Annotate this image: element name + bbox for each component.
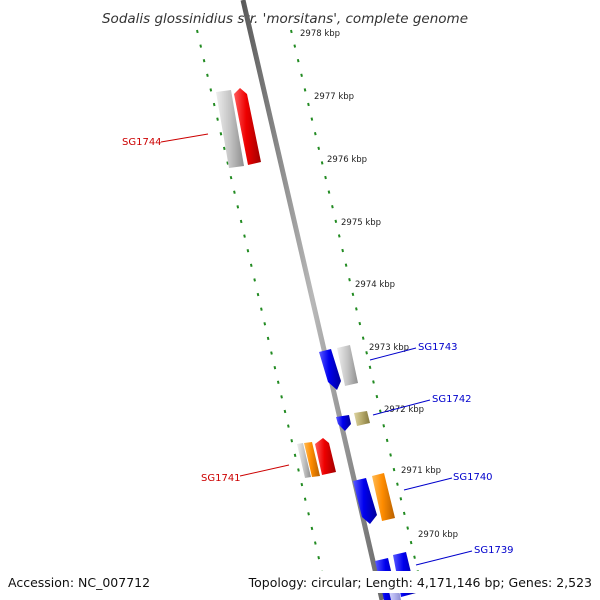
gene-block-sg1744	[216, 88, 261, 168]
gene-block-sg1743	[319, 345, 358, 390]
kbp-label: 2972 kbp	[384, 405, 424, 415]
gene-arrow	[315, 438, 336, 475]
gene-label-sg1740: SG1740	[453, 472, 493, 483]
gene-block-sg1740	[353, 473, 395, 524]
sg1740-leader-line	[403, 477, 453, 491]
gene-label-sg1739: SG1739	[474, 545, 514, 556]
kbp-label: 2975 kbp	[341, 218, 381, 228]
kbp-label: 2973 kbp	[369, 343, 409, 353]
gene-label-sg1743: SG1743	[418, 342, 458, 353]
gene-arrow	[372, 473, 395, 521]
kbp-label: 2971 kbp	[401, 466, 441, 476]
gene-arrow	[319, 349, 341, 390]
gene-arrow	[337, 345, 358, 386]
gene-arrow	[297, 443, 311, 478]
accession-backdrop	[2, 571, 152, 593]
sg1743-leader-line	[369, 347, 417, 361]
genome-summary-text: Topology: circular; Length: 4,171,146 bp…	[248, 575, 592, 590]
gene-block-sg1741	[297, 438, 336, 478]
gene-arrow	[234, 88, 261, 165]
gene-arrow	[304, 442, 320, 477]
sg1741-leader-line	[239, 464, 290, 477]
kbp-label: 2976 kbp	[327, 155, 367, 165]
kbp-label: 2977 kbp	[314, 92, 354, 102]
gene-arrow	[353, 478, 377, 524]
inner-dotted-track	[290, 29, 419, 573]
outer-dotted-track	[196, 29, 323, 573]
gene-label-sg1741: SG1741	[201, 473, 241, 484]
map-title: Sodalis glossinidius str. 'morsitans', c…	[102, 11, 468, 27]
sg1742-leader-line	[372, 399, 431, 416]
accession-text: Accession: NC_007712	[8, 575, 150, 590]
gene-block-sg1742	[336, 411, 370, 431]
kbp-ruler: 2978 kbp 2977 kbp 2976 kbp 2975 kbp 2974…	[300, 29, 458, 540]
gene-label-sg1744: SG1744	[122, 137, 162, 148]
gene-label-sg1742: SG1742	[432, 394, 472, 405]
kbp-label: 2978 kbp	[300, 29, 340, 39]
gene-arrow	[354, 411, 370, 426]
gene-arrow	[336, 415, 351, 431]
gene-arrow	[216, 90, 244, 168]
sg1739-leader-line	[415, 550, 473, 566]
sg1744-leader-line	[160, 133, 209, 143]
kbp-label: 2970 kbp	[418, 530, 458, 540]
summary-backdrop	[258, 571, 598, 593]
kbp-label: 2974 kbp	[355, 280, 395, 290]
